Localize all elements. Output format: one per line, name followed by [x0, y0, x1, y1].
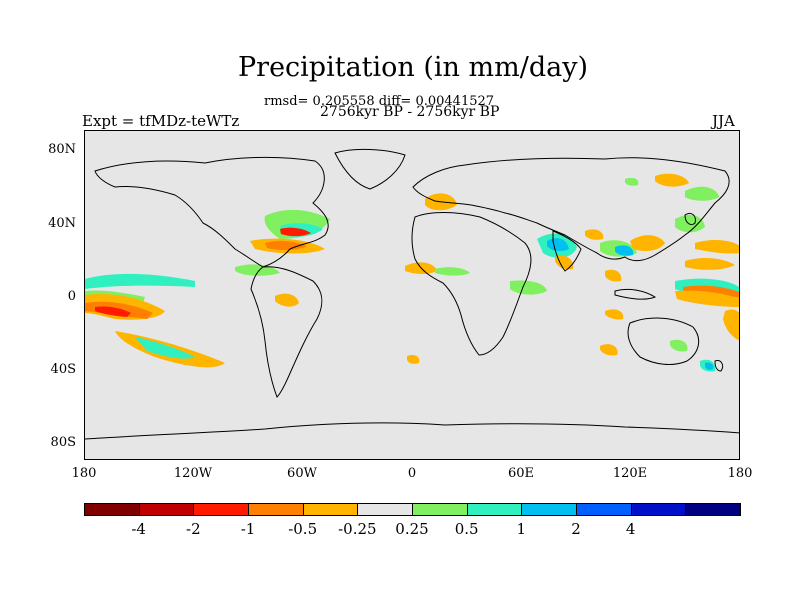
anomaly-patch — [685, 186, 719, 201]
anomaly-patch — [705, 362, 714, 370]
anomaly-patch — [615, 245, 634, 256]
map-panel — [84, 130, 740, 460]
anomaly-patch — [275, 293, 299, 307]
anomaly-patch — [265, 240, 307, 251]
coastline-new-zealand — [714, 360, 724, 372]
coastline-south-america — [250, 266, 323, 398]
lat-label: 80N — [48, 142, 76, 157]
lat-label: 40N — [48, 216, 76, 231]
coastline-africa — [411, 212, 532, 356]
period-subtitle: 2756kyr BP - 2756kyr BP — [320, 104, 500, 120]
anomaly-patches — [85, 173, 739, 372]
anomaly-patch — [135, 337, 195, 359]
lon-label: 180 — [71, 466, 97, 481]
anomaly-patch — [605, 309, 624, 320]
colorbar-label: 4 — [625, 520, 636, 538]
lat-label: 40S — [50, 362, 76, 377]
anomaly-patch — [585, 229, 604, 240]
anomaly-patch — [723, 309, 739, 341]
colorbar-box — [521, 503, 577, 516]
coastline-antarctica — [85, 422, 739, 440]
colorbar-box — [302, 503, 359, 516]
plot-title: Precipitation (in mm/day) — [238, 52, 588, 83]
coastlines — [85, 148, 739, 440]
anomaly-patch — [625, 177, 639, 186]
colorbar-box — [685, 503, 741, 516]
coastline-japan — [684, 212, 696, 226]
lon-label: 120E — [612, 466, 648, 481]
lon-label: 60W — [287, 466, 317, 481]
lon-label: 120W — [173, 466, 213, 481]
anomaly-patch — [235, 264, 280, 276]
stats-line: rmsd= 0.205558 diff= 0.00441527 — [264, 94, 495, 109]
colorbar-box — [412, 503, 468, 516]
anomaly-patch — [600, 344, 618, 356]
colorbar-box — [576, 503, 632, 516]
lat-label: 80S — [50, 435, 76, 450]
coastline-greenland — [334, 148, 406, 190]
coastline-eurasia — [412, 157, 730, 262]
anomaly-patch — [695, 240, 739, 254]
anomaly-patch — [670, 339, 688, 352]
anomaly-patch — [675, 214, 705, 233]
lat-label: 0 — [67, 289, 76, 304]
colorbar-label: -4 — [131, 520, 146, 538]
anomaly-patch — [683, 285, 739, 297]
colorbar-box — [630, 503, 687, 516]
colorbar-label: -1 — [240, 520, 256, 538]
experiment-label: Expt = tfMDz-teWTz — [82, 112, 240, 130]
colorbar-label: 0.5 — [454, 520, 479, 538]
season-label: JJA — [712, 112, 735, 130]
colorbar-box — [248, 503, 304, 516]
lon-label: 180 — [727, 466, 753, 481]
colorbar-label: -2 — [186, 520, 201, 538]
coastline-north-america — [94, 156, 329, 268]
anomaly-patch — [280, 227, 311, 237]
colorbar — [84, 503, 741, 516]
colorbar-box — [466, 503, 523, 516]
anomaly-patch — [555, 255, 574, 270]
anomaly-patch — [95, 306, 131, 317]
anomaly-patch — [655, 173, 689, 187]
anomaly-patch — [685, 258, 735, 270]
colorbar-box — [138, 503, 195, 516]
colorbar-box — [357, 503, 413, 516]
colorbar-label: -0.5 — [288, 520, 318, 538]
colorbar-label: 0.25 — [395, 520, 429, 538]
colorbar-label: -0.25 — [338, 520, 377, 538]
anomaly-patch — [630, 235, 665, 251]
coastline-india — [552, 230, 582, 272]
anomaly-patch — [675, 290, 739, 307]
anomaly-patch — [605, 269, 622, 282]
anomaly-patch — [85, 273, 195, 289]
lon-label: 0 — [407, 466, 417, 481]
colorbar-box — [193, 503, 249, 516]
lon-label: 60E — [507, 466, 535, 481]
coastline-indonesia — [614, 288, 657, 300]
anomaly-patch — [435, 267, 470, 276]
colorbar-label: 2 — [571, 520, 581, 538]
anomaly-patch — [407, 354, 420, 364]
anomaly-patch — [510, 280, 547, 295]
coastline-australia — [627, 317, 700, 365]
colorbar-label: 1 — [516, 520, 527, 538]
world-map — [85, 148, 739, 440]
colorbar-box — [84, 503, 140, 516]
anomaly-patch — [547, 238, 569, 252]
